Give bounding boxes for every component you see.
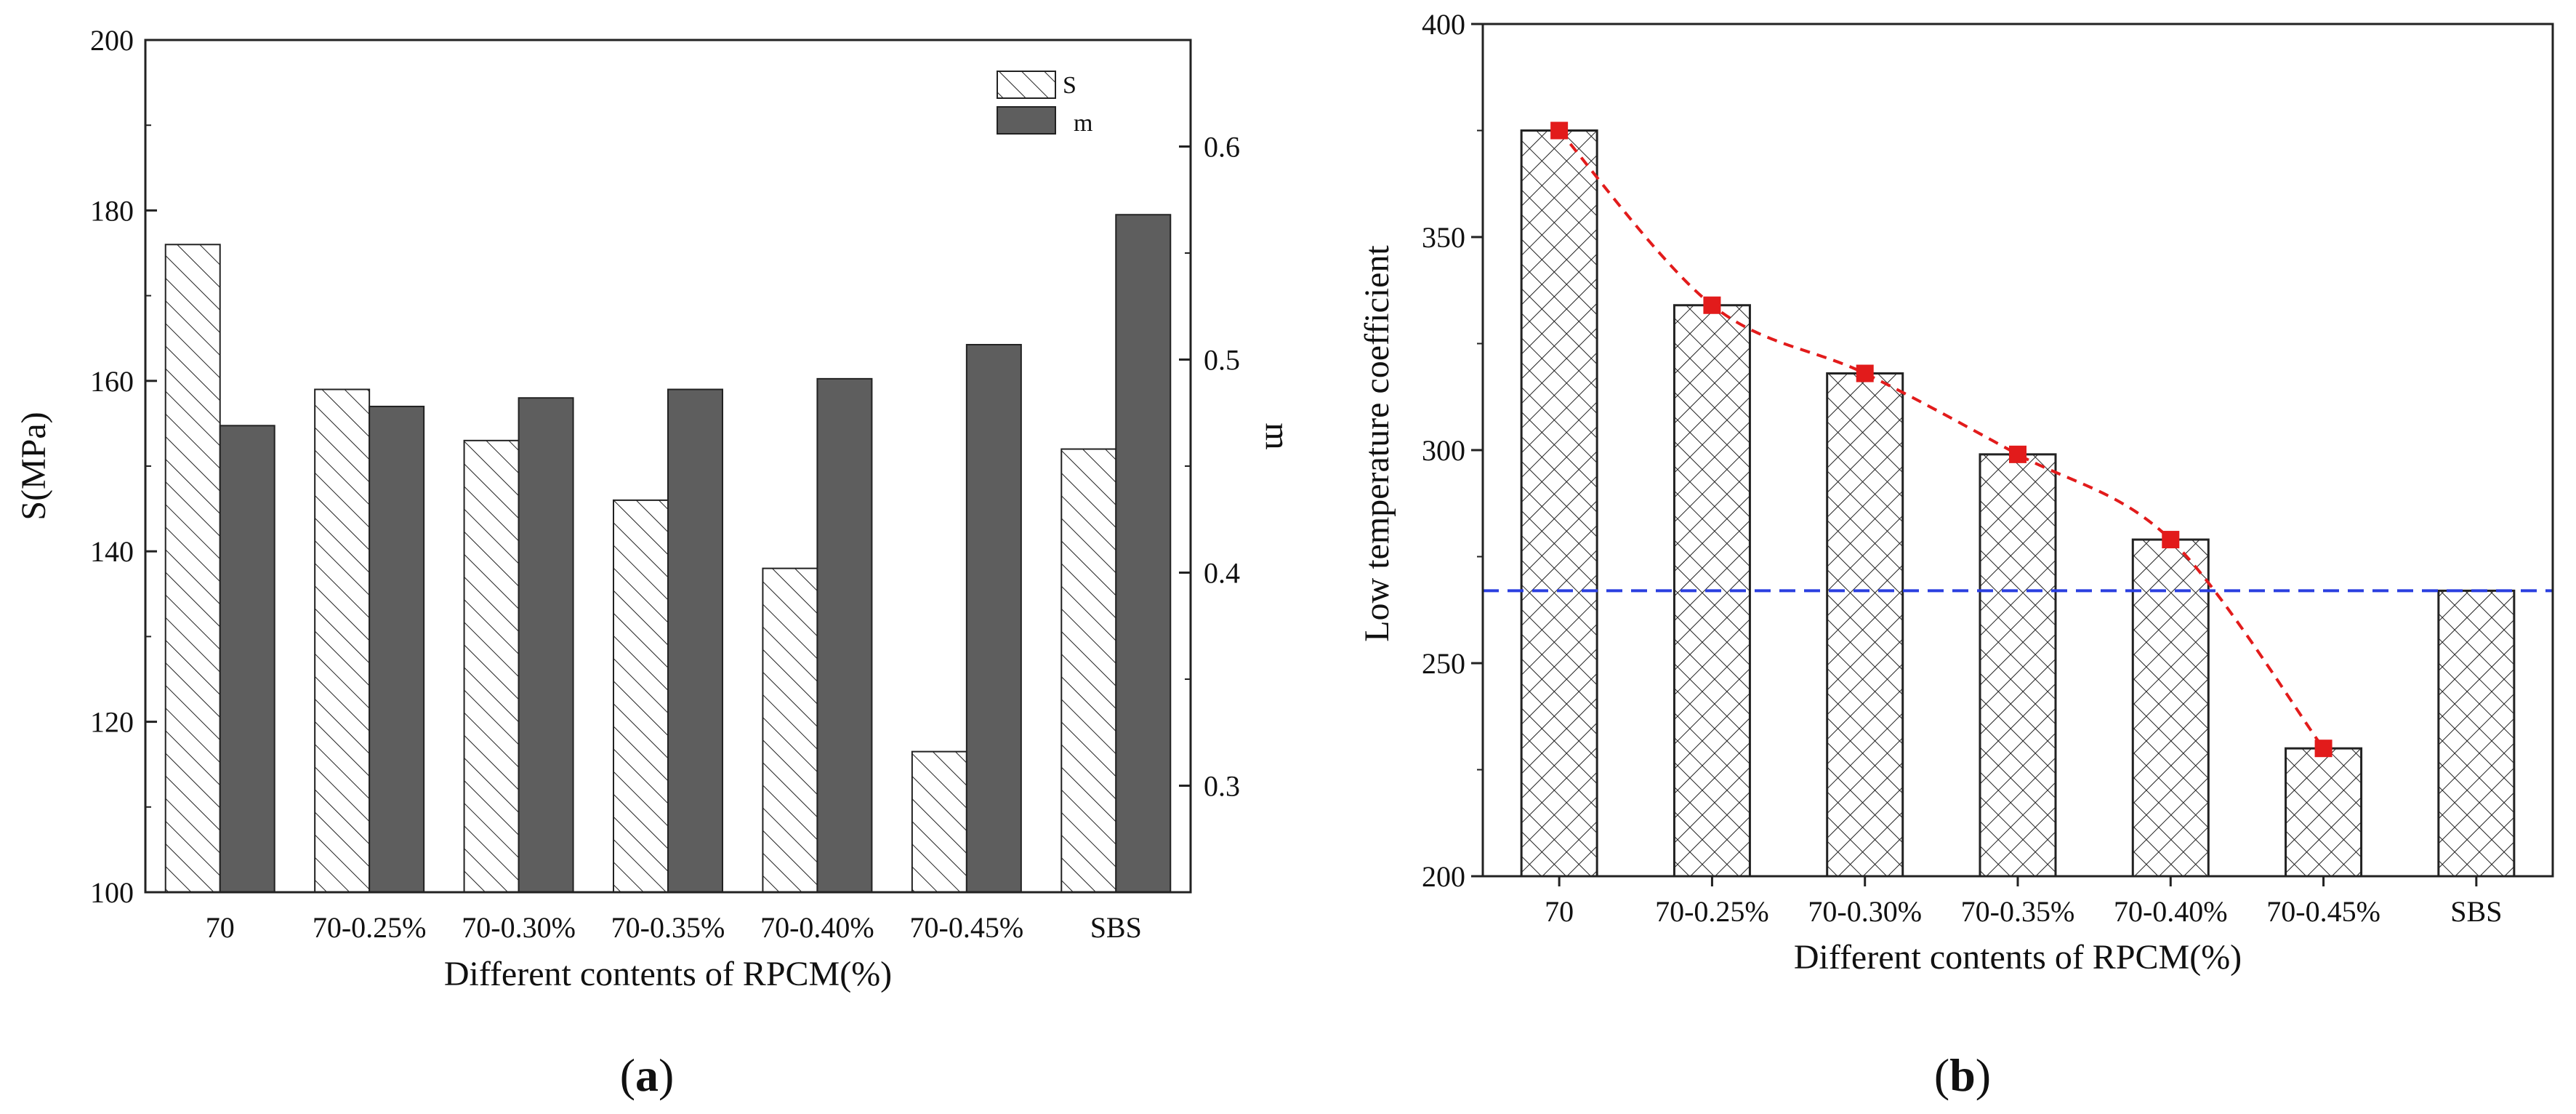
trend-marker-70-0-25 (1703, 296, 1721, 314)
y-tick-label-200: 200 (1422, 860, 1465, 893)
panel-b-axes: 70 70-0.25% 70-0.30% 70-0.35% 70-0.40% 70-0.4… (1422, 8, 2502, 928)
x-tick-label-sbs: SBS (2450, 895, 2502, 928)
legend-label-m: m (1074, 110, 1092, 137)
y-tick-label-120: 120 (90, 706, 134, 739)
legend-swatch-m (997, 106, 1056, 135)
bar-sbs (2437, 589, 2516, 878)
y2-tick-label-0-4: 0.4 (1204, 557, 1240, 590)
trend-marker-70-0-45 (2314, 740, 2333, 758)
x-tick-label-70-0-35: 70-0.35% (611, 911, 725, 944)
panel-b-caption-open: ( (1934, 1049, 1949, 1101)
y2-tick-label-0-6: 0.6 (1204, 131, 1240, 164)
x-tick-label-70-0-25: 70-0.25% (313, 911, 427, 944)
y-tick-label-100: 100 (90, 876, 134, 909)
y-tick-label-400: 400 (1422, 8, 1465, 41)
y2-tick-label-0-5: 0.5 (1204, 344, 1240, 377)
bar-s-70-0-25 (314, 388, 371, 893)
x-tick-label-70-0-30: 70-0.30% (1808, 895, 1922, 928)
bar-m-70-0-45 (965, 343, 1022, 893)
bar-s-sbs (1060, 448, 1117, 893)
panel-a-legend: S m (997, 71, 1092, 137)
x-tick-label-70-0-45: 70-0.45% (910, 911, 1024, 944)
panel-b-y-axis-label: Low temperature coefficient (1358, 245, 1396, 642)
panel-a-axes: 70 70-0.25% 70-0.30% 70-0.35% 70-0.40% 70-0.4… (90, 24, 1240, 944)
panel-a-y2-axis-label: m (1258, 422, 1297, 449)
bar-m-70 (219, 425, 275, 893)
bar-70-0-30 (1826, 372, 1904, 878)
bar-s-70-0-30 (463, 439, 520, 893)
panel-a-chart: 70 70-0.25% 70-0.30% 70-0.35% 70-0.40% 70-0.4… (15, 24, 1297, 1101)
panel-a-caption-open: ( (620, 1049, 635, 1101)
y-tick-label-350: 350 (1422, 221, 1465, 254)
panel-a-bars (164, 214, 1172, 893)
bar-m-70-0-25 (369, 405, 425, 893)
y-tick-label-140: 140 (90, 535, 134, 568)
trend-markers (1550, 121, 2333, 758)
x-tick-label-70-0-30: 70-0.30% (462, 911, 576, 944)
trend-line (1558, 129, 2325, 750)
trend-marker-70-0-35 (2009, 445, 2026, 463)
bar-s-70-0-40 (762, 567, 818, 893)
x-tick-label-70-0-35: 70-0.35% (1961, 895, 2075, 928)
legend-label-s: S (1063, 72, 1076, 99)
panel-b-x-axis-label: Different contents of RPCM(%) (1794, 938, 2242, 977)
bar-s-70-0-35 (613, 499, 669, 893)
panel-a-x-axis-label: Different contents of RPCM(%) (444, 955, 892, 993)
bar-m-sbs (1115, 214, 1172, 893)
trend-marker-70 (1550, 121, 1569, 140)
bar-s-70-0-45 (911, 750, 967, 893)
bar-70-0-40 (2131, 538, 2210, 878)
y-tick-label-160: 160 (90, 365, 134, 398)
panel-b-chart: 70 70-0.25% 70-0.30% 70-0.35% 70-0.40% 70-0.4… (1358, 8, 2554, 1101)
legend-swatch-s (997, 71, 1056, 99)
bar-m-70-0-40 (816, 377, 873, 893)
panel-a-caption-letter: a (635, 1049, 659, 1101)
bar-70-0-35 (1979, 453, 2057, 878)
bar-m-70-0-35 (667, 388, 723, 893)
panel-b-caption-letter: b (1949, 1049, 1976, 1101)
x-tick-label-70-0-45: 70-0.45% (2266, 895, 2380, 928)
x-tick-label-70-0-40: 70-0.40% (760, 911, 874, 944)
x-tick-label-70: 70 (1545, 895, 1574, 928)
panel-a-caption-close: ) (659, 1049, 674, 1101)
x-tick-label-sbs: SBS (1090, 911, 1142, 944)
bar-70-0-45 (2285, 747, 2363, 878)
x-tick-label-70-0-25: 70-0.25% (1655, 895, 1769, 928)
panel-b-bars (1520, 129, 2516, 878)
panel-b-caption-close: ) (1976, 1049, 1991, 1101)
y-tick-label-300: 300 (1422, 434, 1465, 467)
panel-a-caption: (a) (620, 1049, 675, 1101)
panel-b-caption: (b) (1934, 1049, 1991, 1101)
trend-marker-70-0-30 (1856, 364, 1874, 382)
y-tick-label-250: 250 (1422, 647, 1465, 680)
y-tick-label-200: 200 (90, 24, 134, 57)
bar-70 (1520, 129, 1598, 878)
trend-marker-70-0-40 (2162, 531, 2180, 549)
y2-tick-label-0-3: 0.3 (1204, 770, 1240, 803)
x-tick-label-70: 70 (206, 911, 235, 944)
panel-a-y-axis-label: S(MPa) (15, 412, 53, 520)
y-tick-label-180: 180 (90, 194, 134, 227)
bar-s-70 (164, 244, 221, 893)
x-tick-label-70-0-40: 70-0.40% (2114, 895, 2228, 928)
bar-m-70-0-30 (518, 397, 574, 893)
